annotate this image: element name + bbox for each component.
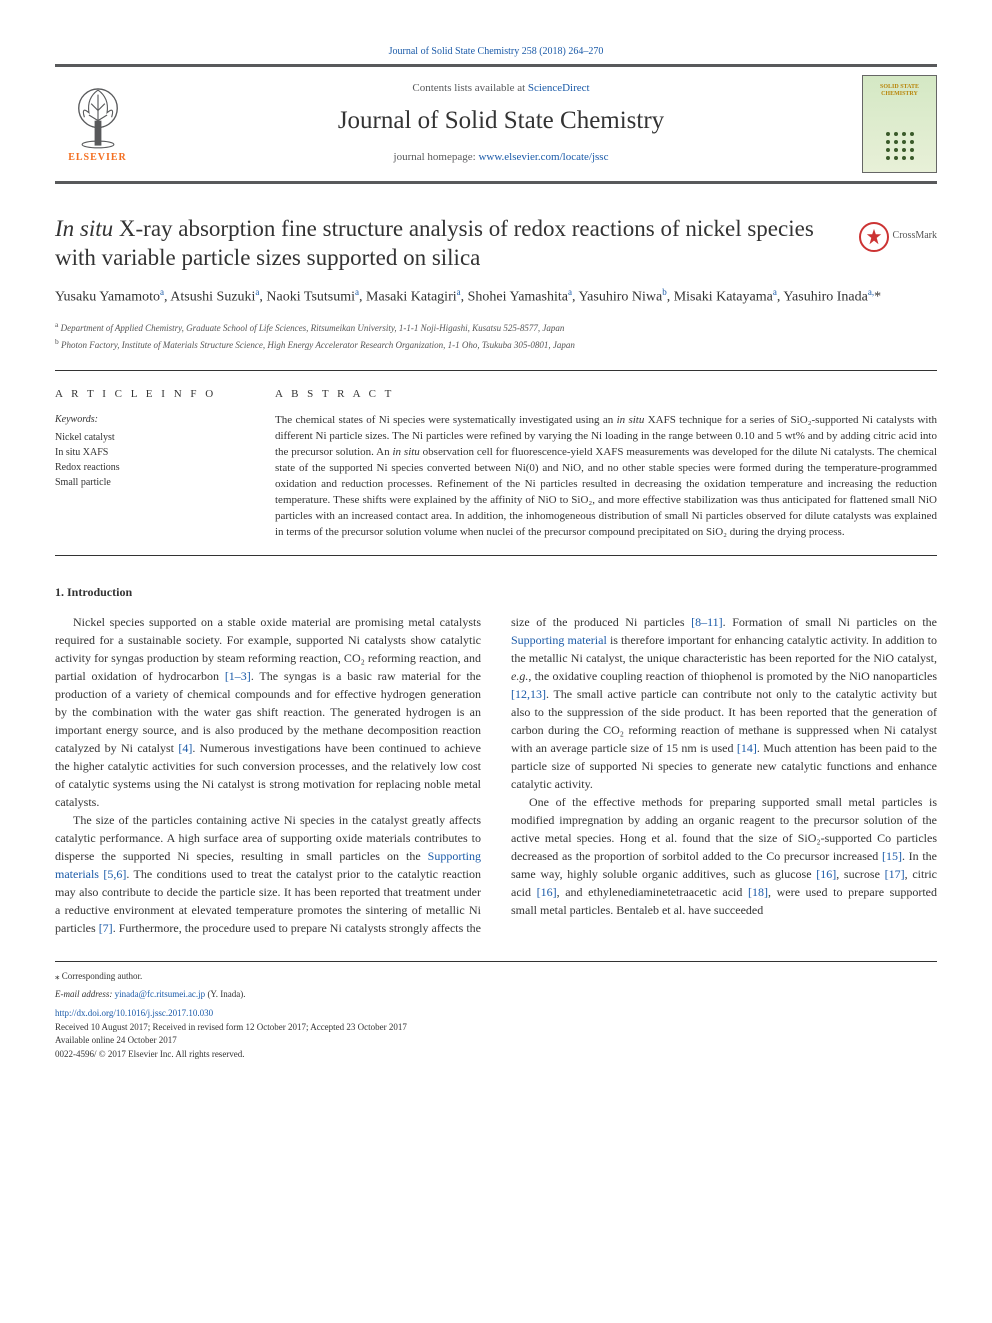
cover-title: SOLID STATE CHEMISTRY [863, 76, 936, 98]
author-list: Yusaku Yamamotoa, Atsushi Suzukia, Naoki… [55, 285, 937, 309]
body-text: Nickel species supported on a stable oxi… [55, 613, 937, 937]
contents-available: Contents lists available at ScienceDirec… [140, 81, 862, 97]
divider [55, 555, 937, 556]
received-dates: Received 10 August 2017; Received in rev… [55, 1021, 937, 1035]
divider [55, 370, 937, 371]
citation-link[interactable]: [16] [816, 867, 836, 881]
online-date: Available online 24 October 2017 [55, 1034, 937, 1048]
crossmark-icon [859, 222, 889, 252]
citation-link[interactable]: [14] [737, 741, 757, 755]
journal-homepage: journal homepage: www.elsevier.com/locat… [140, 150, 862, 166]
abstract-block: A B S T R A C T The chemical states of N… [275, 387, 937, 540]
citation-link[interactable]: [16] [537, 885, 557, 899]
citation-link[interactable]: [7] [99, 921, 113, 935]
affiliations: a Department of Applied Chemistry, Gradu… [55, 319, 937, 352]
citation-link[interactable]: [18] [748, 885, 768, 899]
affiliation-item: a Department of Applied Chemistry, Gradu… [55, 319, 937, 336]
article-info-label: A R T I C L E I N F O [55, 387, 240, 403]
corresponding-author: ⁎ Corresponding author. [55, 970, 937, 984]
keyword-item: Nickel catalyst [55, 430, 240, 445]
homepage-link[interactable]: www.elsevier.com/locate/jssc [478, 151, 608, 163]
journal-cover-thumbnail: SOLID STATE CHEMISTRY [862, 75, 937, 173]
citation-link[interactable]: [5,6] [103, 867, 126, 881]
elsevier-logo: ELSEVIER [55, 81, 140, 166]
article-title: In situ X-ray absorption fine structure … [55, 214, 839, 274]
paragraph: Nickel species supported on a stable oxi… [55, 613, 481, 811]
keyword-item: Redox reactions [55, 460, 240, 475]
keyword-item: In situ XAFS [55, 445, 240, 460]
citation-link[interactable]: [4] [178, 741, 192, 755]
crossmark-badge[interactable]: CrossMark [859, 222, 937, 252]
doi-link[interactable]: http://dx.doi.org/10.1016/j.jssc.2017.10… [55, 1007, 937, 1021]
article-footer: ⁎ Corresponding author. E-mail address: … [55, 961, 937, 1061]
citation-link[interactable]: [1–3] [225, 669, 251, 683]
elsevier-tree-icon [64, 81, 132, 149]
paragraph: One of the effective methods for prepari… [511, 793, 937, 919]
keywords-label: Keywords: [55, 413, 240, 428]
journal-reference-top: Journal of Solid State Chemistry 258 (20… [55, 45, 937, 60]
citation-link[interactable]: [8–11] [691, 615, 723, 629]
abstract-label: A B S T R A C T [275, 387, 937, 403]
crossmark-label: CrossMark [893, 229, 937, 244]
affiliation-item: b Photon Factory, Institute of Materials… [55, 336, 937, 353]
abstract-text: The chemical states of Ni species were s… [275, 413, 937, 541]
article-info-block: A R T I C L E I N F O Keywords: Nickel c… [55, 387, 240, 540]
keyword-item: Small particle [55, 475, 240, 490]
copyright: 0022-4596/ © 2017 Elsevier Inc. All righ… [55, 1048, 937, 1062]
citation-link[interactable]: [12,13] [511, 687, 546, 701]
supporting-link[interactable]: Supporting material [511, 633, 607, 647]
journal-name: Journal of Solid State Chemistry [140, 103, 862, 139]
citation-link[interactable]: [17] [885, 867, 905, 881]
elsevier-wordmark: ELSEVIER [68, 151, 127, 166]
author-email-link[interactable]: yinada@fc.ritsumei.ac.jp [115, 989, 206, 999]
journal-header: ELSEVIER Contents lists available at Sci… [55, 64, 937, 184]
citation-link[interactable]: [15] [882, 849, 902, 863]
sciencedirect-link[interactable]: ScienceDirect [528, 82, 590, 94]
section-heading-intro: 1. Introduction [55, 584, 937, 601]
email-line: E-mail address: yinada@fc.ritsumei.ac.jp… [55, 988, 937, 1002]
